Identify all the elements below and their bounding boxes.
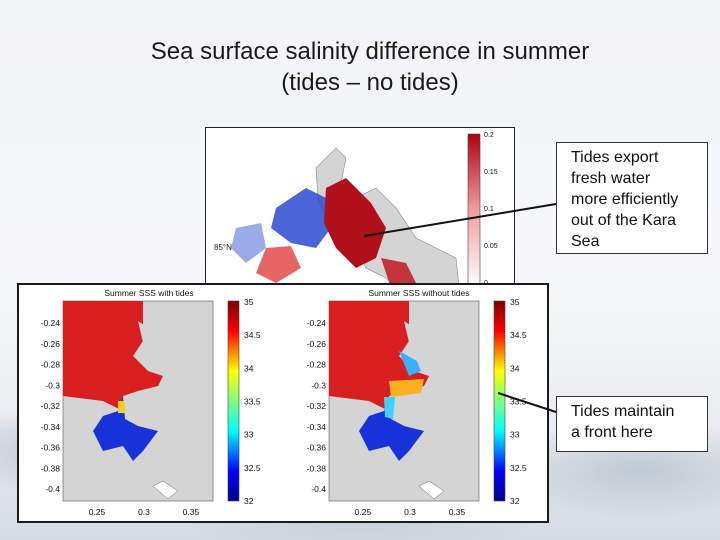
left-map-x-tick: 0.25 [89,507,106,517]
right-colorbar-tick: 33 [510,430,520,440]
right-colorbar-tick: 34.5 [510,330,527,340]
right-map-x-tick: 0.35 [449,507,466,517]
left-colorbar-tick: 33.5 [244,397,261,407]
left-map-y-ticks: -0.24 -0.26 -0.28 -0.3 -0.32 -0.34 -0.36 -0.38 -… [41,318,61,494]
negative-difference-area [271,188,331,248]
left-colorbar-ticks: 35 34.5 34 33.5 33 32.5 32 [244,297,261,506]
left-map-x-tick: 0.35 [183,507,200,517]
difference-colorbar-tick: 0.2 [484,132,494,139]
left-colorbar-tick: 34.5 [244,330,261,340]
note-fresh-water-export: Tides export fresh water more efficiently o… [556,142,708,254]
left-map-y-tick: -0.32 [41,401,61,411]
title-line-2: (tides – no tides) [281,69,459,96]
difference-map-panel: 85°N 0.20.150.10.050 [205,127,515,297]
right-map-y-tick: -0.28 [307,360,327,370]
left-colorbar-tick: 34 [244,363,254,373]
sss-comparison-panel: Summer SSS with tides -0.24 -0.26 -0.28 -0.… [17,283,549,523]
title-line-1: Sea surface salinity difference in summe… [150,38,590,65]
left-map-y-tick: -0.28 [41,360,61,370]
left-map-high-salinity [63,301,163,411]
right-colorbar-ticks: 35 34.5 34 33.5 33 32.5 32 [510,297,527,506]
right-colorbar-tick: 32 [510,496,520,506]
left-map-island [138,321,158,351]
right-colorbar-tick: 32.5 [510,463,527,473]
right-map-fresh-plume [399,351,421,376]
positive-difference-area [381,258,416,288]
right-colorbar-tick: 34 [510,363,520,373]
right-map-y-tick: -0.32 [307,401,327,411]
positive-difference-area [324,178,386,268]
left-map-y-tick: -0.3 [45,380,60,390]
note-front: Tides maintain a front here [556,396,708,452]
right-colorbar-tick: 33.5 [510,397,527,407]
arrow-to-front [497,392,557,413]
note-line: fresh water [571,170,651,187]
note-line: Tides export [571,149,659,166]
left-map-front [118,401,125,413]
right-map-y-ticks: -0.24 -0.26 -0.28 -0.3 -0.32 -0.34 -0.36 -0.38 -… [307,318,327,494]
left-colorbar-tick: 35 [244,297,254,307]
slide-title: Sea surface salinity difference in summe… [60,36,680,98]
difference-map: 85°N 0.20.150.10.050 [214,132,498,297]
latitude-label: 85°N [214,243,232,252]
difference-colorbar-tick: 0.05 [484,243,498,250]
note-line: more efficiently [571,191,679,208]
left-colorbar-tick: 33 [244,430,254,440]
note-line: a front here [571,424,653,441]
left-map-x-tick: 0.3 [138,507,150,517]
right-map-x-tick: 0.3 [404,507,416,517]
right-map-front [384,397,395,419]
left-map-low-salinity [93,396,158,461]
note-line: Sea [571,233,600,250]
right-map [328,300,480,502]
right-map-transition [389,379,424,397]
right-map-island [404,321,424,351]
right-colorbar-tick: 35 [510,297,520,307]
left-colorbar [227,300,240,502]
left-map-y-tick: -0.36 [41,443,61,453]
right-map-low-salinity [359,396,424,461]
right-map-y-tick: -0.26 [307,339,327,349]
left-colorbar-tick: 32 [244,496,254,506]
left-map-y-tick: -0.24 [41,318,61,328]
right-map-y-tick: -0.3 [311,380,326,390]
left-map-y-tick: -0.38 [41,463,61,473]
right-map-y-tick: -0.34 [307,422,327,432]
right-colorbar [493,300,506,502]
right-map-x-tick: 0.25 [355,507,372,517]
note-line: Tides maintain [571,403,675,420]
difference-colorbar-tick: 0.15 [484,169,498,176]
arrow-to-kara-sea [363,203,557,237]
right-map-y-tick: -0.4 [311,484,326,494]
sss-comparison-maps: Summer SSS with tides -0.24-0.26-0.28-0.… [41,288,527,517]
right-map-x-ticks: 0.25 0.3 0.35 [355,507,466,517]
left-map [62,300,214,502]
left-map-y-tick: -0.4 [45,484,60,494]
left-map-y-tick: -0.26 [41,339,61,349]
negative-difference-area [231,223,266,263]
positive-difference-area [256,246,301,283]
left-map-x-ticks: 0.25 0.3 0.35 [89,507,200,517]
right-map-y-tick: -0.38 [307,463,327,473]
left-map-y-tick: -0.34 [41,422,61,432]
left-map-islet [152,480,179,500]
right-map-title: Summer SSS without tides [368,288,469,298]
right-map-y-tick: -0.36 [307,443,327,453]
right-map-y-tick: -0.24 [307,318,327,328]
right-map-islet [418,480,445,500]
difference-colorbar-tick: 0.1 [484,206,494,213]
left-colorbar-tick: 32.5 [244,463,261,473]
left-map-title: Summer SSS with tides [104,288,193,298]
note-line: out of the Kara [571,212,676,229]
